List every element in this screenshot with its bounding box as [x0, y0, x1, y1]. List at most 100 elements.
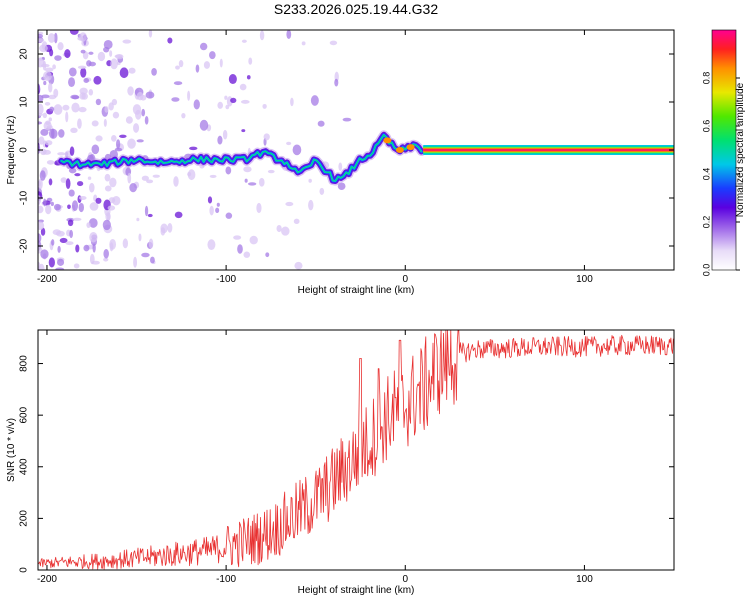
- spectrogram-noise-blob: [293, 218, 300, 225]
- colorbar-tick-label: 0.8: [701, 72, 711, 85]
- spectrogram-noise-blob: [80, 67, 87, 78]
- spectrogram-noise-blob: [39, 170, 46, 181]
- spectrogram-noise-blob: [57, 245, 61, 253]
- spectrogram-noise-blob: [72, 217, 82, 221]
- spectrogram-noise-blob: [44, 101, 51, 106]
- spectrogram-noise-blob: [174, 211, 183, 219]
- spectrogram-noise-blob: [334, 78, 339, 87]
- spectrogram-noise-blob: [57, 258, 65, 266]
- spectrogram-noise-blob: [127, 138, 136, 149]
- spectrogram-noise-blob: [175, 65, 180, 70]
- spectrogram-noise-blob: [115, 139, 121, 149]
- spectrogram-noise-blob: [93, 75, 102, 85]
- spectrogram-noise-blob: [103, 118, 107, 127]
- spectrogram-noise-blob: [50, 201, 54, 207]
- spectrogram-noise-blob: [114, 147, 123, 152]
- spectrogram-noise-blob: [87, 176, 92, 180]
- spectrogram-noise-blob: [54, 55, 62, 61]
- spectrogram-noise-blob: [45, 204, 52, 215]
- spectrogram-noise-blob: [103, 39, 113, 50]
- spectrogram-noise-blob: [77, 65, 87, 70]
- spectrogram-noise-blob: [68, 189, 75, 197]
- spectrogram-noise-blob: [53, 104, 63, 115]
- spectrogram-noise-blob: [243, 166, 252, 173]
- spectrogram-noise-blob: [147, 213, 153, 218]
- spectrogram-noise-blob: [265, 252, 270, 258]
- spectrogram-noise-blob: [329, 40, 338, 46]
- spectrogram-noise-blob: [125, 116, 133, 124]
- spectrogram-noise-blob: [103, 257, 109, 262]
- spectrogram-noise-blob: [51, 239, 55, 246]
- spectrogram-noise-blob: [239, 83, 247, 91]
- snr-frame: [37, 329, 675, 571]
- spectrogram-y-tick-label: -20: [19, 238, 30, 253]
- spectrogram-noise-blob: [40, 227, 46, 236]
- spectrogram-noise-blob: [285, 201, 294, 207]
- spectrogram-y-tick-label: 20: [19, 48, 30, 60]
- spectrogram-noise-blob: [49, 48, 54, 57]
- spectrogram-noise-blob: [79, 92, 86, 100]
- spectrogram-noise-blob: [119, 134, 127, 138]
- spectrogram-noise-blob: [95, 135, 103, 142]
- spectrogram-noise-blob: [91, 120, 99, 127]
- spectrogram-noise-blob: [69, 229, 73, 239]
- spectrogram-noise-blob: [319, 187, 325, 195]
- spectrogram-noise-blob: [83, 78, 90, 83]
- spectrogram-x-label: Height of straight line (km): [298, 285, 415, 296]
- spectrogram-noise-blob: [48, 82, 53, 93]
- spectrogram-noise-blob: [122, 39, 132, 44]
- spectrogram-noise-blob: [51, 128, 55, 139]
- spectrogram-noise-blob: [109, 177, 117, 188]
- spectrogram-noise-blob: [338, 162, 343, 171]
- spectrogram-noise-blob: [46, 160, 55, 165]
- spectrogram-noise-blob: [38, 112, 43, 117]
- spectrogram-noise-blob: [216, 202, 220, 207]
- spectrogram-noise-blob: [256, 202, 262, 214]
- spectrogram-noise-blob: [230, 97, 237, 103]
- spectrogram-noise-blob: [68, 67, 77, 77]
- spectrogram-noise-blob: [86, 222, 91, 228]
- spectrogram-noise-blob: [57, 152, 66, 156]
- spectrogram-noise-blob: [38, 221, 45, 230]
- snr-x-tick-label: 0: [402, 574, 408, 585]
- snr-y-tick-label: 0: [19, 567, 30, 573]
- spectrogram-noise-blob: [38, 233, 42, 244]
- spectrogram-noise-blob: [160, 227, 166, 236]
- colorbar: 0.0 0.2 0.4 0.6 0.8 Normalized spectral ampl…: [701, 29, 746, 276]
- spectrogram-noise-blob: [138, 233, 142, 242]
- spectrogram-noise-blob: [243, 251, 251, 258]
- spectrogram-noise-blob: [308, 199, 314, 211]
- spectrogram-noise-blob: [276, 225, 282, 233]
- snr-y-tick-label: 400: [19, 458, 30, 475]
- spectrogram-noise-blob: [55, 230, 65, 237]
- spectrogram-x-tick-label: -100: [216, 274, 236, 285]
- spectrogram-noise-blob: [148, 30, 153, 38]
- spectrogram-noise-blob: [171, 97, 180, 102]
- snr-x-tick-label: -200: [37, 574, 57, 585]
- spectrogram-noise-blob: [228, 74, 237, 85]
- spectrogram-noise-blob: [69, 30, 79, 35]
- spectrogram-noise-blob: [42, 112, 48, 119]
- spectrogram-noise-blob: [104, 185, 112, 192]
- spectrogram-noise-blob: [43, 80, 47, 86]
- spectrogram-noise-blob: [187, 169, 196, 181]
- spectrogram-noise-blob: [112, 196, 121, 206]
- spectrogram-noise-blob: [217, 101, 224, 109]
- spectrogram-x-tick-label: -200: [37, 274, 57, 285]
- spectrogram-noise-blob: [247, 182, 257, 186]
- spectrogram-noise-blob: [144, 205, 149, 217]
- spectrogram-ridge-hotspot: [406, 144, 415, 151]
- spectrogram-noise-blob: [193, 99, 200, 110]
- spectrogram-noise-blob: [47, 33, 56, 43]
- spectrogram-noise-blob: [225, 104, 230, 110]
- spectrogram-noise-blob: [127, 172, 132, 184]
- spectrogram-noise-blob: [240, 99, 250, 104]
- spectrogram-noise-blob: [103, 249, 109, 259]
- colorbar-label: Normalized spectral amplitude: [735, 82, 746, 217]
- spectrogram-noise-blob: [249, 235, 258, 245]
- spectrogram-y-tick-label: 0: [19, 147, 30, 153]
- spectrogram-noise-blob: [207, 196, 213, 204]
- spectrogram-noise-blob: [68, 77, 76, 88]
- spectrogram-noise-blob: [119, 67, 129, 79]
- spectrogram-noise-blob: [39, 44, 48, 53]
